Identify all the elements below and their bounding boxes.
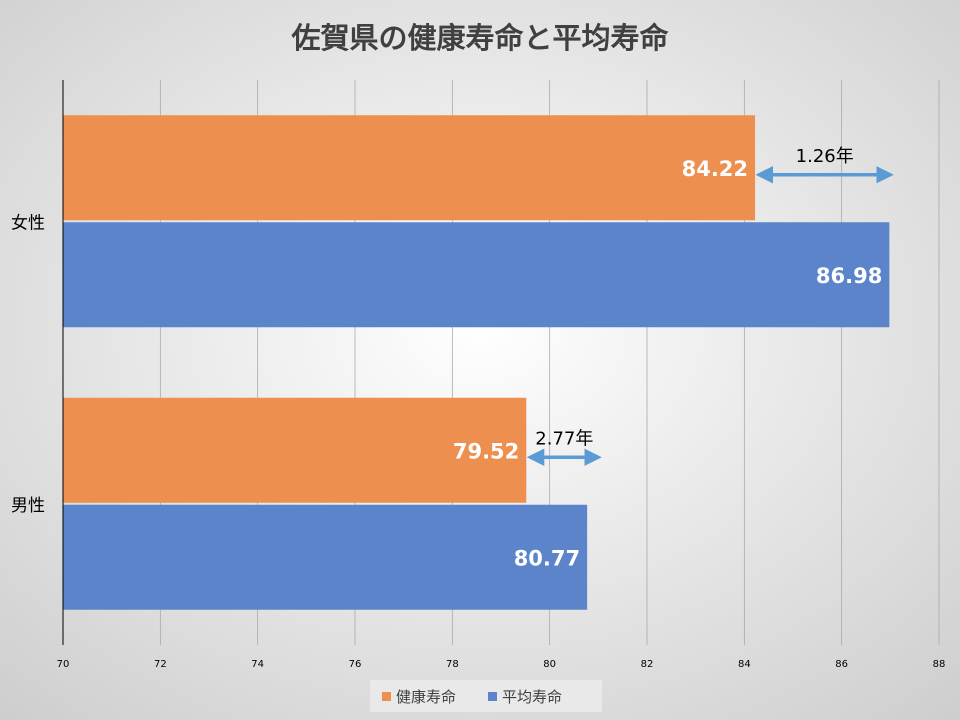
x-tick-label: 72 — [154, 659, 167, 670]
bar-value-label: 79.52 — [453, 439, 519, 463]
legend-label: 平均寿命 — [502, 688, 562, 706]
annotations: 1.26年 2.77年 — [526, 146, 894, 466]
difference-label: 1.26年 — [796, 146, 854, 167]
x-tick-label: 82 — [641, 659, 654, 670]
bar-1-0 — [63, 222, 890, 328]
bar-value-label: 86.98 — [816, 264, 882, 288]
legend-box — [370, 680, 602, 712]
legend-swatch — [488, 692, 497, 701]
bar-0-1 — [63, 397, 527, 503]
x-tick-label: 74 — [251, 659, 264, 670]
legend: 健康寿命 平均寿命 — [370, 680, 602, 712]
chart-title: 佐賀県の健康寿命と平均寿命 — [290, 21, 669, 55]
difference-label: 2.77年 — [535, 428, 593, 449]
x-tick-label: 70 — [57, 659, 70, 670]
bar-value-label: 84.22 — [682, 157, 748, 181]
bar-0-0 — [63, 115, 756, 221]
x-tick-label: 84 — [738, 659, 751, 670]
bars: 84.22 86.98 79.52 80.77 — [63, 115, 890, 610]
x-tick-label: 88 — [933, 659, 946, 670]
legend-swatch — [382, 692, 391, 701]
legend-label: 健康寿命 — [396, 688, 456, 706]
bar-1-1 — [63, 504, 588, 610]
x-tick-label: 76 — [349, 659, 362, 670]
x-tick-label: 86 — [835, 659, 848, 670]
bar-value-label: 80.77 — [514, 546, 580, 570]
category-label: 男性 — [11, 496, 45, 516]
category-label: 女性 — [11, 213, 45, 233]
x-tick-label: 78 — [446, 659, 459, 670]
x-tick-label: 80 — [543, 659, 556, 670]
